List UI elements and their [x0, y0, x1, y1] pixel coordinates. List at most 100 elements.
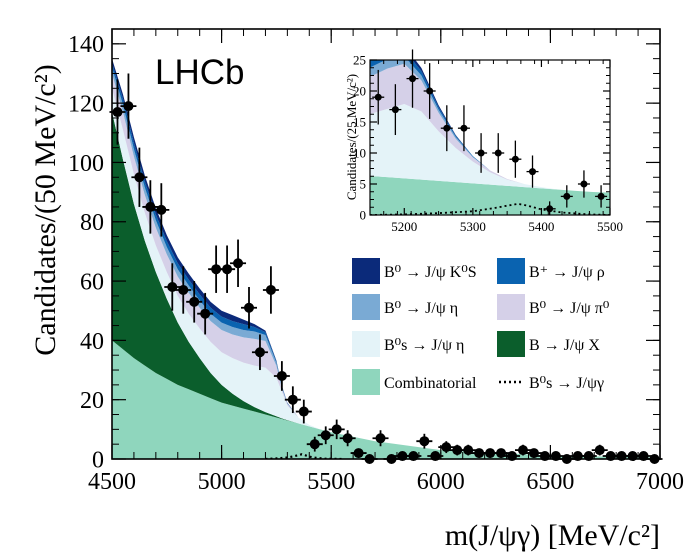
inset-y-tick-label: 10 [353, 146, 366, 161]
main-data-point [416, 433, 433, 449]
main-data-point [284, 386, 301, 414]
legend-label: B⁰ → J/ψ π⁰ [529, 300, 609, 317]
main-data-point [339, 430, 356, 447]
inset-data-point [543, 201, 556, 215]
main-data-point [591, 444, 608, 456]
legend-entry-b-j-1: B⁺ → J/ψ ρ [497, 258, 605, 284]
main-data-point [241, 287, 257, 329]
main-data-points [109, 73, 663, 464]
main-y-tick-label: 20 [80, 388, 104, 414]
main-x-tick-label: 5000 [198, 469, 246, 495]
legend-entry-b-j-3: B⁰ → J/ψ π⁰ [497, 294, 609, 320]
main-y-tick-label: 120 [68, 92, 104, 118]
legend-label: B⁰ → J/ψ K⁰S [384, 264, 477, 281]
main-data-point [186, 281, 203, 323]
inset-fill-b-s-j-1 [370, 104, 610, 193]
main-y-tick-label: 100 [68, 151, 104, 177]
inset-data-points [372, 49, 608, 215]
main-x-tick-label: 6000 [417, 469, 465, 495]
legend-swatch [352, 294, 380, 320]
main-data-point [460, 444, 477, 456]
main-frame [111, 28, 661, 460]
legend-entry-b-j-2: B⁰ → J/ψ η [352, 294, 458, 320]
inset-data-point [577, 170, 590, 198]
main-data-point [306, 436, 323, 452]
y-axis-label: Candidates/(50 MeV/c²) [29, 64, 62, 355]
inset-data-point [475, 133, 488, 173]
main-data-point [262, 266, 279, 314]
legend-swatch [497, 294, 525, 320]
legend-swatch [352, 331, 380, 357]
legend-label: B⁰s → J/ψ η [384, 337, 464, 354]
main-data-point [317, 426, 334, 445]
legend-entry-b-s-j-4: B⁰s → J/ψ η [352, 331, 464, 357]
legend-label: Combinatorial [384, 375, 477, 392]
inset-y-tick-label: 20 [353, 84, 366, 99]
main-x-tick-label: 5500 [307, 469, 355, 495]
main-signal-line [265, 453, 343, 459]
main-data-point [175, 266, 192, 314]
main-axes: 4500 5000 5500 6000 6500 7000 0 20 40 60 80 100 120 1… [68, 28, 684, 495]
main-y-tick-label: 140 [68, 32, 104, 58]
inset-data-point [389, 84, 402, 136]
inset-data-point [526, 155, 539, 188]
inset-x-tick-label: 5500 [597, 219, 623, 234]
inset-y-axis-label: Candidates/(25 MeV/c²) [344, 74, 359, 200]
inset-y-tick-label: 15 [353, 115, 366, 130]
main-x-tick-label: 6500 [526, 469, 574, 495]
legend-entry-b-j-k-s-0: B⁰ → J/ψ K⁰S [352, 258, 477, 284]
inset-data-point [406, 49, 419, 108]
main-y-tick-label: 60 [80, 269, 104, 295]
legend-label: B → J/ψ X [529, 337, 600, 354]
main-y-tick-label: 40 [80, 329, 104, 355]
main-signal-curve [265, 453, 343, 459]
inset-x-tick-label: 5200 [391, 219, 417, 234]
main-data-point [208, 245, 225, 293]
main-x-tick-label: 4500 [88, 469, 136, 495]
main-fill-combinatorial-0 [112, 340, 660, 459]
main-data-point [164, 263, 181, 311]
legend-label: B⁰ → J/ψ η [384, 300, 458, 317]
legend-entry-b-s-j-7: B⁰s → J/ψγ [499, 375, 604, 392]
inset-data-point [560, 185, 573, 208]
legend-swatch [497, 258, 525, 284]
inset-data-point [457, 105, 470, 152]
main-data-point [142, 180, 159, 234]
main-data-point [328, 419, 345, 440]
legend-swatch [352, 369, 380, 395]
inset-data-point [595, 185, 608, 208]
main-x-tick-label: 7000 [636, 469, 684, 495]
main-data-point [131, 147, 148, 207]
main-stacked-components [112, 58, 660, 459]
inset-y-tick-label: 5 [360, 177, 367, 192]
main-data-point [273, 361, 290, 391]
legend: B⁰ → J/ψ K⁰S B⁺ → J/ψ ρ B⁰ → J/ψ η B⁰ → J/ψ… [352, 258, 609, 395]
x-axis-label: m(J/ψγ) [MeV/c²] [445, 519, 660, 552]
inset-data-point [372, 69, 385, 125]
legend-swatch [497, 331, 525, 357]
main-fill-b-s-j-2 [112, 88, 660, 458]
main-data-point [153, 183, 170, 237]
inset-axes: 5200 5300 5400 5500 0 5 10 15 20 25 [353, 53, 623, 234]
main-data-point [197, 292, 214, 335]
inset-data-point [423, 63, 436, 119]
main-y-tick-label: 0 [92, 447, 104, 473]
legend-entry-b-j-x-5: B → J/ψ X [497, 331, 600, 357]
main-data-point [251, 334, 268, 371]
experiment-label: LHCb [155, 53, 244, 92]
legend-entry-combinatorial-6: Combinatorial [352, 369, 477, 395]
inset-data-point [509, 140, 522, 178]
main-fill-b-j-3 [112, 73, 660, 458]
legend-label: B⁰s → J/ψγ [529, 375, 604, 392]
main-data-point [230, 239, 247, 287]
main-data-point [120, 73, 137, 139]
main-data-point [515, 444, 531, 456]
inset-data-point [440, 105, 453, 152]
main-data-point [372, 430, 389, 447]
inset-y-tick-label: 25 [353, 53, 366, 68]
inset-x-tick-label: 5400 [528, 219, 554, 234]
inset-data-point [492, 133, 505, 173]
legend-label: B⁺ → J/ψ ρ [529, 264, 605, 281]
main-y-tick-label: 80 [80, 210, 104, 236]
